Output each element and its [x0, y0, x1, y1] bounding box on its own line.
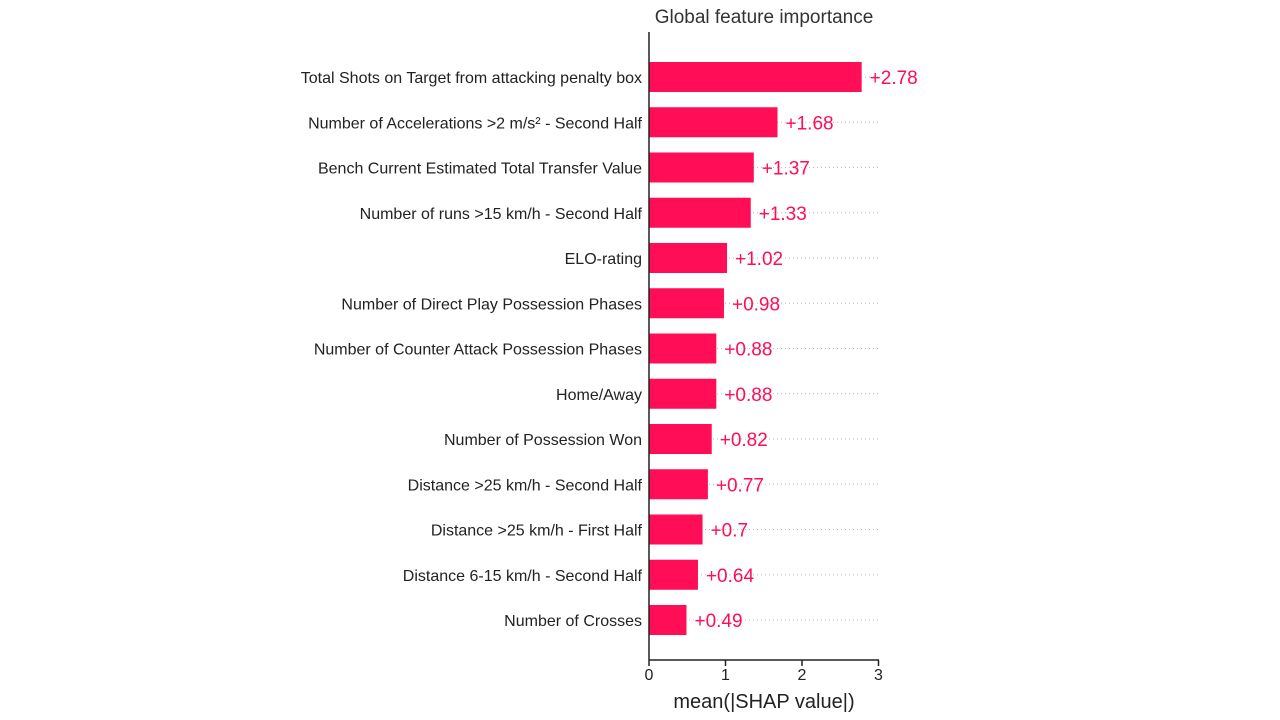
value-label: +2.78	[870, 68, 918, 89]
category-label: Number of Direct Play Possession Phases	[341, 296, 642, 313]
x-ticks: 0 1 2 3	[645, 660, 883, 684]
value-label: +1.37	[762, 159, 810, 180]
category-label: Distance 6-15 km/h - Second Half	[403, 568, 643, 585]
x-tick-label: 0	[645, 667, 654, 684]
category-label: Number of Possession Won	[444, 432, 642, 449]
bar	[649, 559, 698, 590]
bar	[649, 197, 751, 228]
bar	[649, 62, 862, 92]
category-label: Number of Crosses	[504, 613, 642, 630]
bar-group	[649, 62, 862, 635]
value-label: +1.02	[735, 249, 783, 270]
category-label: ELO-rating	[565, 251, 642, 268]
value-label: +0.77	[716, 475, 764, 496]
category-label: Distance >25 km/h - First Half	[431, 523, 643, 540]
value-label: +0.7	[711, 521, 749, 542]
value-label: +0.88	[724, 385, 772, 406]
x-axis-label: mean(|SHAP value|)	[673, 691, 854, 713]
value-label: +0.64	[706, 566, 755, 587]
bar	[649, 107, 778, 138]
bar	[649, 469, 708, 500]
value-label: +0.82	[720, 430, 768, 451]
bar	[649, 605, 687, 635]
category-label: Number of Counter Attack Possession Phas…	[314, 342, 642, 359]
x-tick-label: 3	[874, 667, 883, 684]
category-label: Distance >25 km/h - Second Half	[408, 477, 643, 494]
value-labels: +2.78 +1.68 +1.37 +1.33 +1.02 +0.98 +0.88 +0.88…	[694, 68, 917, 632]
x-tick-label: 1	[721, 667, 730, 684]
bar	[649, 514, 703, 545]
bar	[649, 243, 728, 273]
x-tick-label: 2	[798, 667, 807, 684]
value-label: +0.49	[694, 611, 742, 632]
value-label: +0.88	[724, 340, 772, 361]
bar	[649, 424, 712, 454]
value-label: +1.33	[759, 204, 807, 225]
bar	[649, 152, 754, 183]
category-labels: Total Shots on Target from attacking pen…	[301, 70, 643, 630]
bar	[649, 378, 717, 409]
chart-title: Global feature importance	[655, 7, 874, 28]
category-label: Number of Accelerations >2 m/s² - Second…	[308, 115, 642, 132]
category-label: Total Shots on Target from attacking pen…	[301, 70, 642, 87]
value-label: +0.98	[732, 294, 780, 315]
bar	[649, 288, 724, 319]
category-label: Bench Current Estimated Total Transfer V…	[318, 161, 642, 178]
bar	[649, 333, 717, 364]
category-label: Home/Away	[556, 387, 642, 404]
category-label: Number of runs >15 km/h - Second Half	[360, 206, 643, 223]
value-label: +1.68	[786, 113, 834, 134]
